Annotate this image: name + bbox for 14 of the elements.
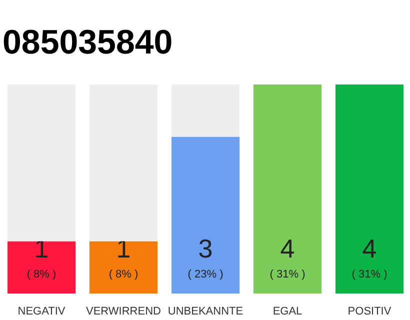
x-tick-label: EGAL [272, 306, 302, 318]
data-label: 3 [198, 234, 213, 264]
chart-title: 085035840 [2, 24, 173, 62]
annotation: ( 23% ) [188, 268, 224, 281]
data-label: 4 [362, 234, 377, 264]
annotation: ( 8% ) [108, 268, 138, 281]
annotation: ( 31% ) [270, 268, 306, 281]
x-tick-label: POSITIV [348, 306, 392, 318]
annotation: ( 31% ) [352, 268, 388, 281]
x-tick-label: UNBEKANNTE [168, 306, 244, 318]
x-tick-label: NEGATIV [18, 306, 66, 318]
x-tick-label: VERWIRREND [86, 306, 162, 318]
annotation: ( 8% ) [26, 268, 56, 281]
data-label: 4 [280, 234, 295, 264]
